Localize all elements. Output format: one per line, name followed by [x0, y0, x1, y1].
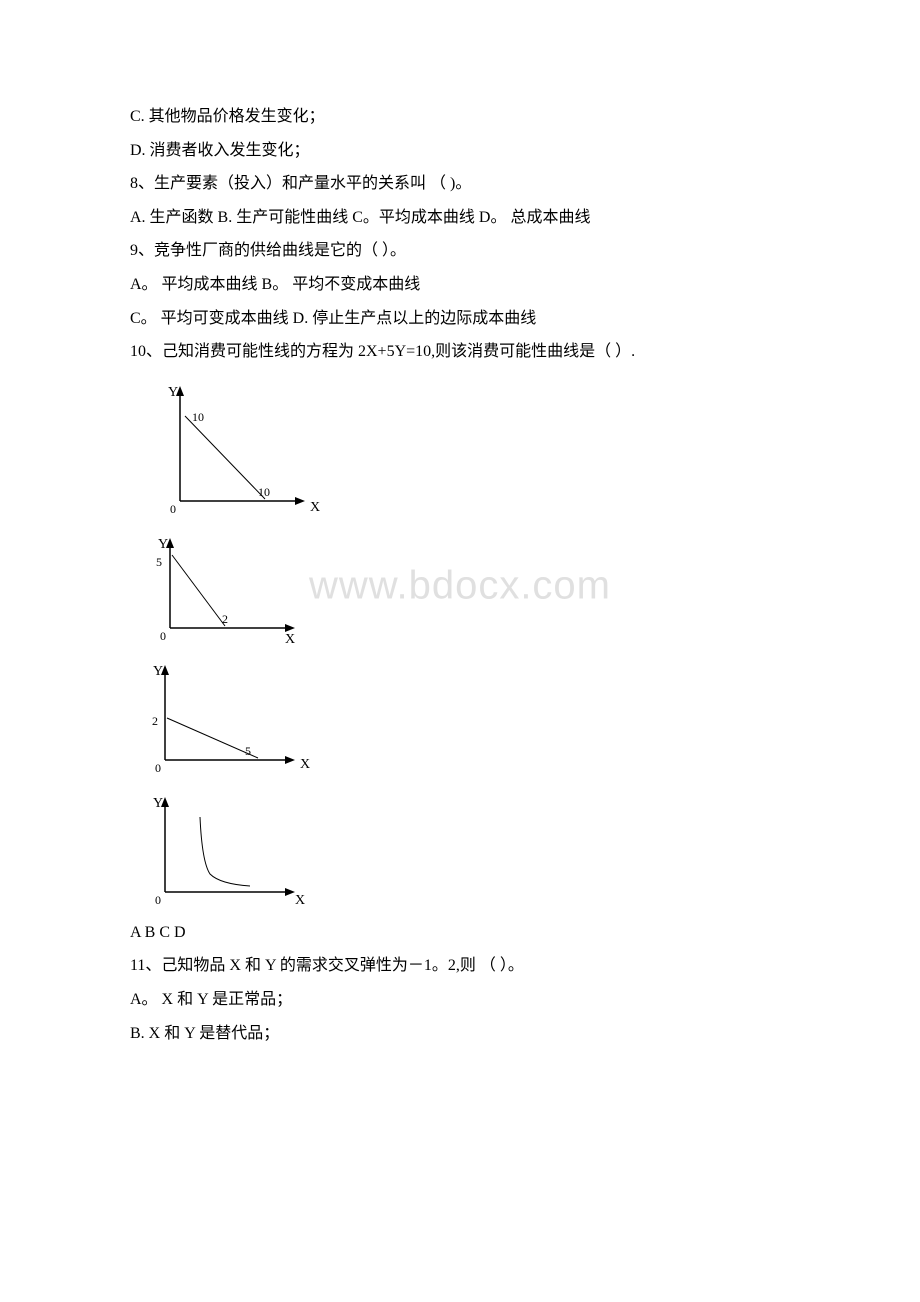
option-c: C. 其他物品价格发生变化； [130, 100, 790, 134]
graph-b-svg: Y X 5 2 0 [130, 533, 330, 648]
question-9-options-ab: A。 平均成本曲线 B。 平均不变成本曲线 [130, 268, 790, 302]
x-axis-label: X [285, 632, 295, 647]
y-axis-label: Y [158, 537, 168, 552]
question-8-options: A. 生产函数 B. 生产可能性曲线 C。平均成本曲线 D。 总成本曲线 [130, 201, 790, 235]
y-intercept-label: 5 [156, 555, 162, 569]
question-9: 9、竞争性厂商的供给曲线是它的（ ）。 [130, 234, 790, 268]
y-intercept-label: 10 [192, 410, 204, 424]
origin-label: 0 [155, 761, 161, 775]
document-content: C. 其他物品价格发生变化； D. 消费者收入发生变化； 8、生产要素（投入）和… [130, 100, 790, 1050]
x-intercept-label: 10 [258, 485, 270, 499]
x-axis-label: X [310, 500, 320, 515]
graph-d-svg: Y X 0 [130, 792, 330, 912]
question-11-option-a: A。 X 和 Y 是正常品； [130, 983, 790, 1017]
origin-label: 0 [160, 629, 166, 643]
graph-a: Y X 10 10 0 [130, 381, 790, 521]
y-axis-label: Y [153, 664, 163, 679]
question-9-options-cd: C。 平均可变成本曲线 D. 停止生产点以上的边际成本曲线 [130, 302, 790, 336]
y-axis-label: Y [168, 385, 178, 400]
graph-b: Y X 5 2 0 [130, 533, 790, 648]
option-labels: A B C D [130, 916, 790, 950]
graph-a-svg: Y X 10 10 0 [130, 381, 330, 521]
question-8: 8、生产要素（投入）和产量水平的关系叫 （ )。 [130, 167, 790, 201]
x-intercept-label: 5 [245, 744, 251, 758]
x-axis-label: X [300, 757, 310, 772]
question-11-option-b: B. X 和 Y 是替代品； [130, 1017, 790, 1051]
x-intercept-label: 2 [222, 612, 228, 626]
y-intercept-label: 2 [152, 714, 158, 728]
graph-d: Y X 0 [130, 792, 790, 912]
option-d: D. 消费者收入发生变化； [130, 134, 790, 168]
question-11: 11、己知物品 X 和 Y 的需求交叉弹性为－1。2,则 （ ）。 [130, 949, 790, 983]
origin-label: 0 [170, 502, 176, 516]
graph-c-svg: Y X 2 5 0 [130, 660, 330, 780]
y-axis-label: Y [153, 796, 163, 811]
x-axis-label: X [295, 893, 305, 908]
origin-label: 0 [155, 893, 161, 907]
question-10: 10、己知消费可能性线的方程为 2X+5Y=10,则该消费可能性曲线是（ ）. [130, 335, 790, 369]
graph-c: Y X 2 5 0 [130, 660, 790, 780]
